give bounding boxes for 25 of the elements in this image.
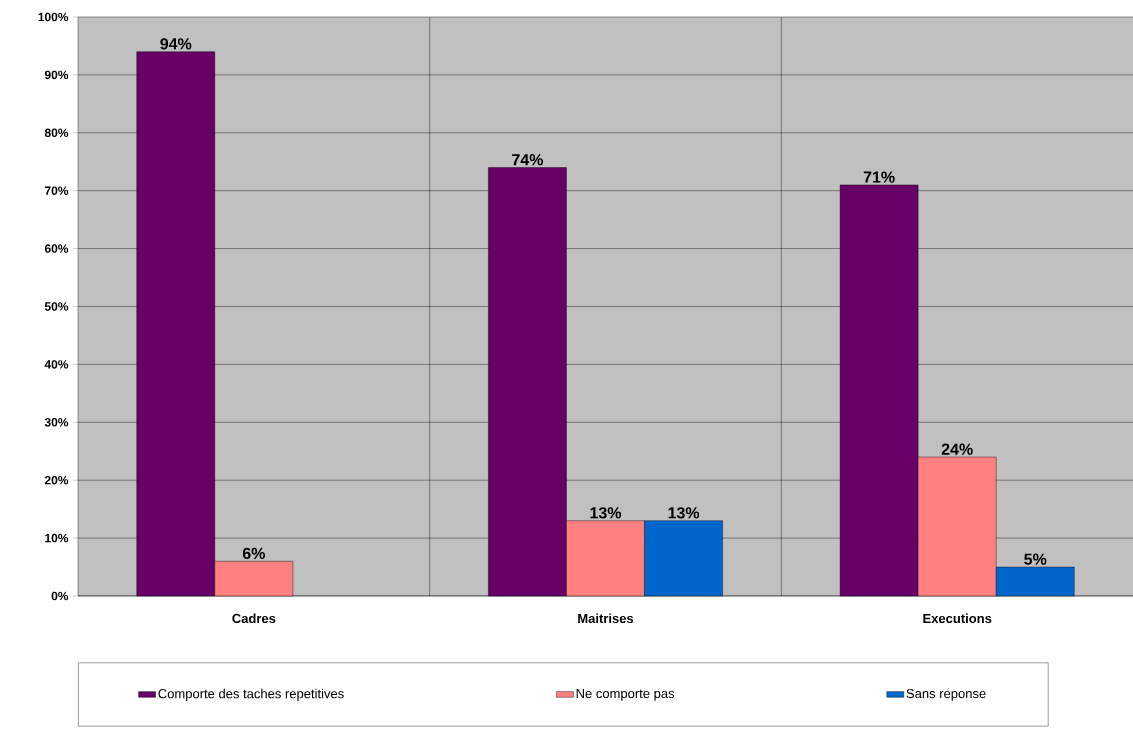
y-tick-label: 20% — [44, 475, 69, 485]
legend-label: Ne comporte pas — [576, 689, 675, 701]
legend-label: Sans reponse — [906, 688, 986, 701]
x-tick-label: Maitrises — [578, 613, 634, 624]
data-label: 5% — [1024, 553, 1047, 565]
x-tick-label: Executions — [923, 613, 992, 624]
y-tick-label: 30% — [44, 418, 69, 427]
y-tick-label: 60% — [44, 244, 69, 253]
y-tick-label: 90% — [44, 70, 69, 80]
y-tick-label: 80% — [44, 128, 69, 138]
y-tick-label: 0% — [51, 591, 69, 601]
y-tick-label: 100% — [38, 12, 69, 22]
y-tick-label: 40% — [44, 360, 69, 369]
data-label: 94% — [160, 38, 192, 50]
data-label: 6% — [242, 547, 265, 560]
data-label: 74% — [512, 154, 544, 166]
legend-label: Comporte des taches repetitives — [158, 688, 344, 701]
data-label: 24% — [941, 443, 973, 455]
data-label: 71% — [863, 171, 895, 183]
data-label: 13% — [590, 507, 622, 519]
y-tick-label: 50% — [44, 302, 69, 311]
y-tick-label: 10% — [45, 533, 69, 543]
y-tick-label: 70% — [44, 186, 69, 195]
data-label: 13% — [668, 507, 700, 519]
x-tick-label: Cadres — [232, 613, 276, 624]
